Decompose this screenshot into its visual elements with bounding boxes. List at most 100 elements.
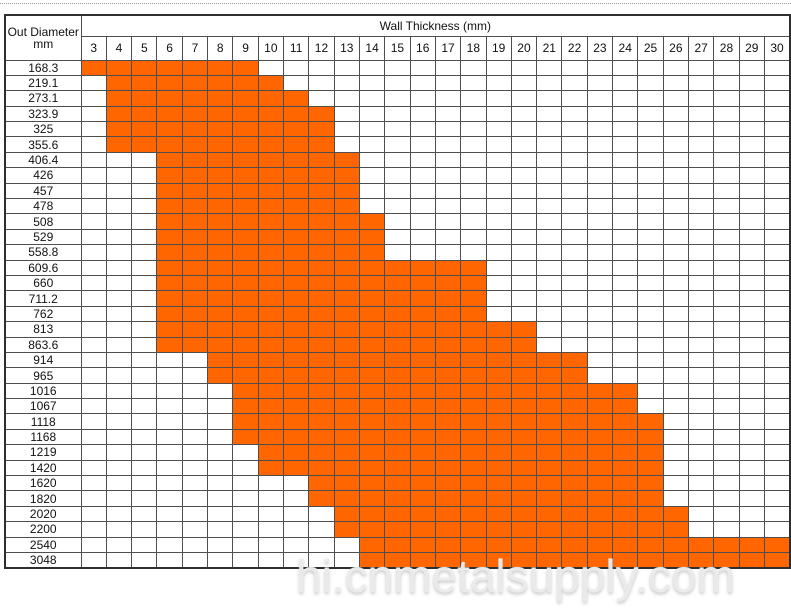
grid-cell — [257, 198, 285, 215]
grid-cell — [131, 321, 158, 338]
grid-cell — [536, 475, 563, 492]
grid-cell — [687, 74, 715, 92]
grid-cell — [308, 228, 335, 246]
grid-cell — [687, 444, 715, 461]
grid-cell — [257, 459, 285, 477]
grid-cell — [232, 336, 259, 353]
grid-cell — [156, 321, 183, 338]
grid-cell — [308, 336, 335, 353]
grid-cell — [384, 551, 411, 569]
grid-cell — [80, 121, 107, 138]
grid-cell — [763, 505, 791, 523]
grid-cell — [384, 444, 411, 461]
grid-cell — [282, 367, 310, 384]
grid-cell — [510, 413, 538, 430]
grid-cell — [460, 428, 487, 446]
row-diameter-label: 1620 — [4, 475, 82, 492]
grid-cell — [308, 413, 335, 430]
thickness-number-row: 3 4 5 6 7 8 9 10 11 12 13 14 15 16 17 18 19 20 21 22 23 24 25 2… — [5, 35, 791, 61]
grid-cell — [282, 244, 310, 261]
grid-cell — [561, 105, 588, 123]
grid-cell — [131, 551, 158, 569]
grid-cell — [105, 459, 133, 477]
grid-cell — [358, 167, 386, 184]
table-row: 1016 — [4, 382, 791, 400]
grid-cell — [207, 167, 234, 184]
col-thickness-label: 10 — [257, 35, 285, 61]
grid-cell — [358, 475, 386, 492]
col-thickness-label: 5 — [131, 35, 158, 61]
grid-cell — [282, 475, 310, 492]
grid-cell — [485, 336, 512, 353]
grid-cell — [586, 305, 614, 323]
table-row: 1620 — [4, 475, 791, 492]
col-thickness-label: 21 — [536, 35, 563, 61]
grid-cell — [485, 290, 512, 307]
grid-cell — [460, 244, 487, 261]
grid-cell — [485, 305, 512, 323]
grid-cell — [586, 244, 614, 261]
grid-cell — [637, 136, 664, 153]
grid-cell — [358, 490, 386, 507]
grid-cell — [460, 475, 487, 492]
grid-cell — [713, 398, 740, 415]
row-diameter-label: 609.6 — [4, 259, 82, 276]
grid-cell — [561, 305, 588, 323]
grid-cell — [485, 367, 512, 384]
grid-cell — [536, 213, 563, 230]
grid-cell — [333, 413, 360, 430]
col-thickness-label: 3 — [80, 35, 107, 61]
grid-cell — [282, 382, 310, 400]
grid-cell — [409, 459, 436, 477]
row-diameter-label: 323.9 — [4, 105, 82, 123]
grid-cell — [409, 367, 436, 384]
grid-cell — [662, 336, 690, 353]
col-thickness-label: 8 — [207, 35, 234, 61]
grid-cell — [232, 105, 259, 123]
grid-cell — [156, 505, 183, 523]
grid-cell — [561, 121, 588, 138]
grid-cell — [510, 551, 538, 569]
grid-cell — [232, 167, 259, 184]
grid-cell — [207, 182, 234, 200]
grid-cell — [282, 490, 310, 507]
grid-cell — [257, 413, 285, 430]
grid-cell — [612, 536, 639, 554]
grid-cell — [156, 551, 183, 569]
grid-cell — [687, 90, 715, 107]
grid-cell — [181, 74, 209, 92]
grid-cell — [713, 305, 740, 323]
grid-cell — [612, 74, 639, 92]
grid-cell — [282, 428, 310, 446]
grid-cell — [586, 290, 614, 307]
grid-cell — [308, 121, 335, 138]
grid-cell — [333, 74, 360, 92]
grid-cell — [687, 382, 715, 400]
grid-cell — [207, 444, 234, 461]
grid-cell — [713, 136, 740, 153]
grid-cell — [257, 74, 285, 92]
grid-cell — [510, 198, 538, 215]
grid-cell — [409, 59, 436, 76]
grid-cell — [637, 428, 664, 446]
grid-cell — [536, 321, 563, 338]
grid-cell — [536, 398, 563, 415]
grid-cell — [384, 382, 411, 400]
grid-cell — [612, 228, 639, 246]
grid-cell — [561, 90, 588, 107]
grid-cell — [181, 398, 209, 415]
grid-cell — [156, 398, 183, 415]
grid-cell — [687, 290, 715, 307]
grid-cell — [510, 259, 538, 276]
grid-cell — [207, 536, 234, 554]
row-diameter-label: 558.8 — [4, 244, 82, 261]
grid-cell — [181, 213, 209, 230]
grid-cell — [105, 198, 133, 215]
grid-cell — [80, 490, 107, 507]
row-diameter-label: 660 — [4, 274, 82, 292]
grid-cell — [713, 182, 740, 200]
grid-cell — [738, 428, 765, 446]
grid-cell — [181, 305, 209, 323]
grid-cell — [738, 505, 765, 523]
grid-cell — [384, 351, 411, 369]
